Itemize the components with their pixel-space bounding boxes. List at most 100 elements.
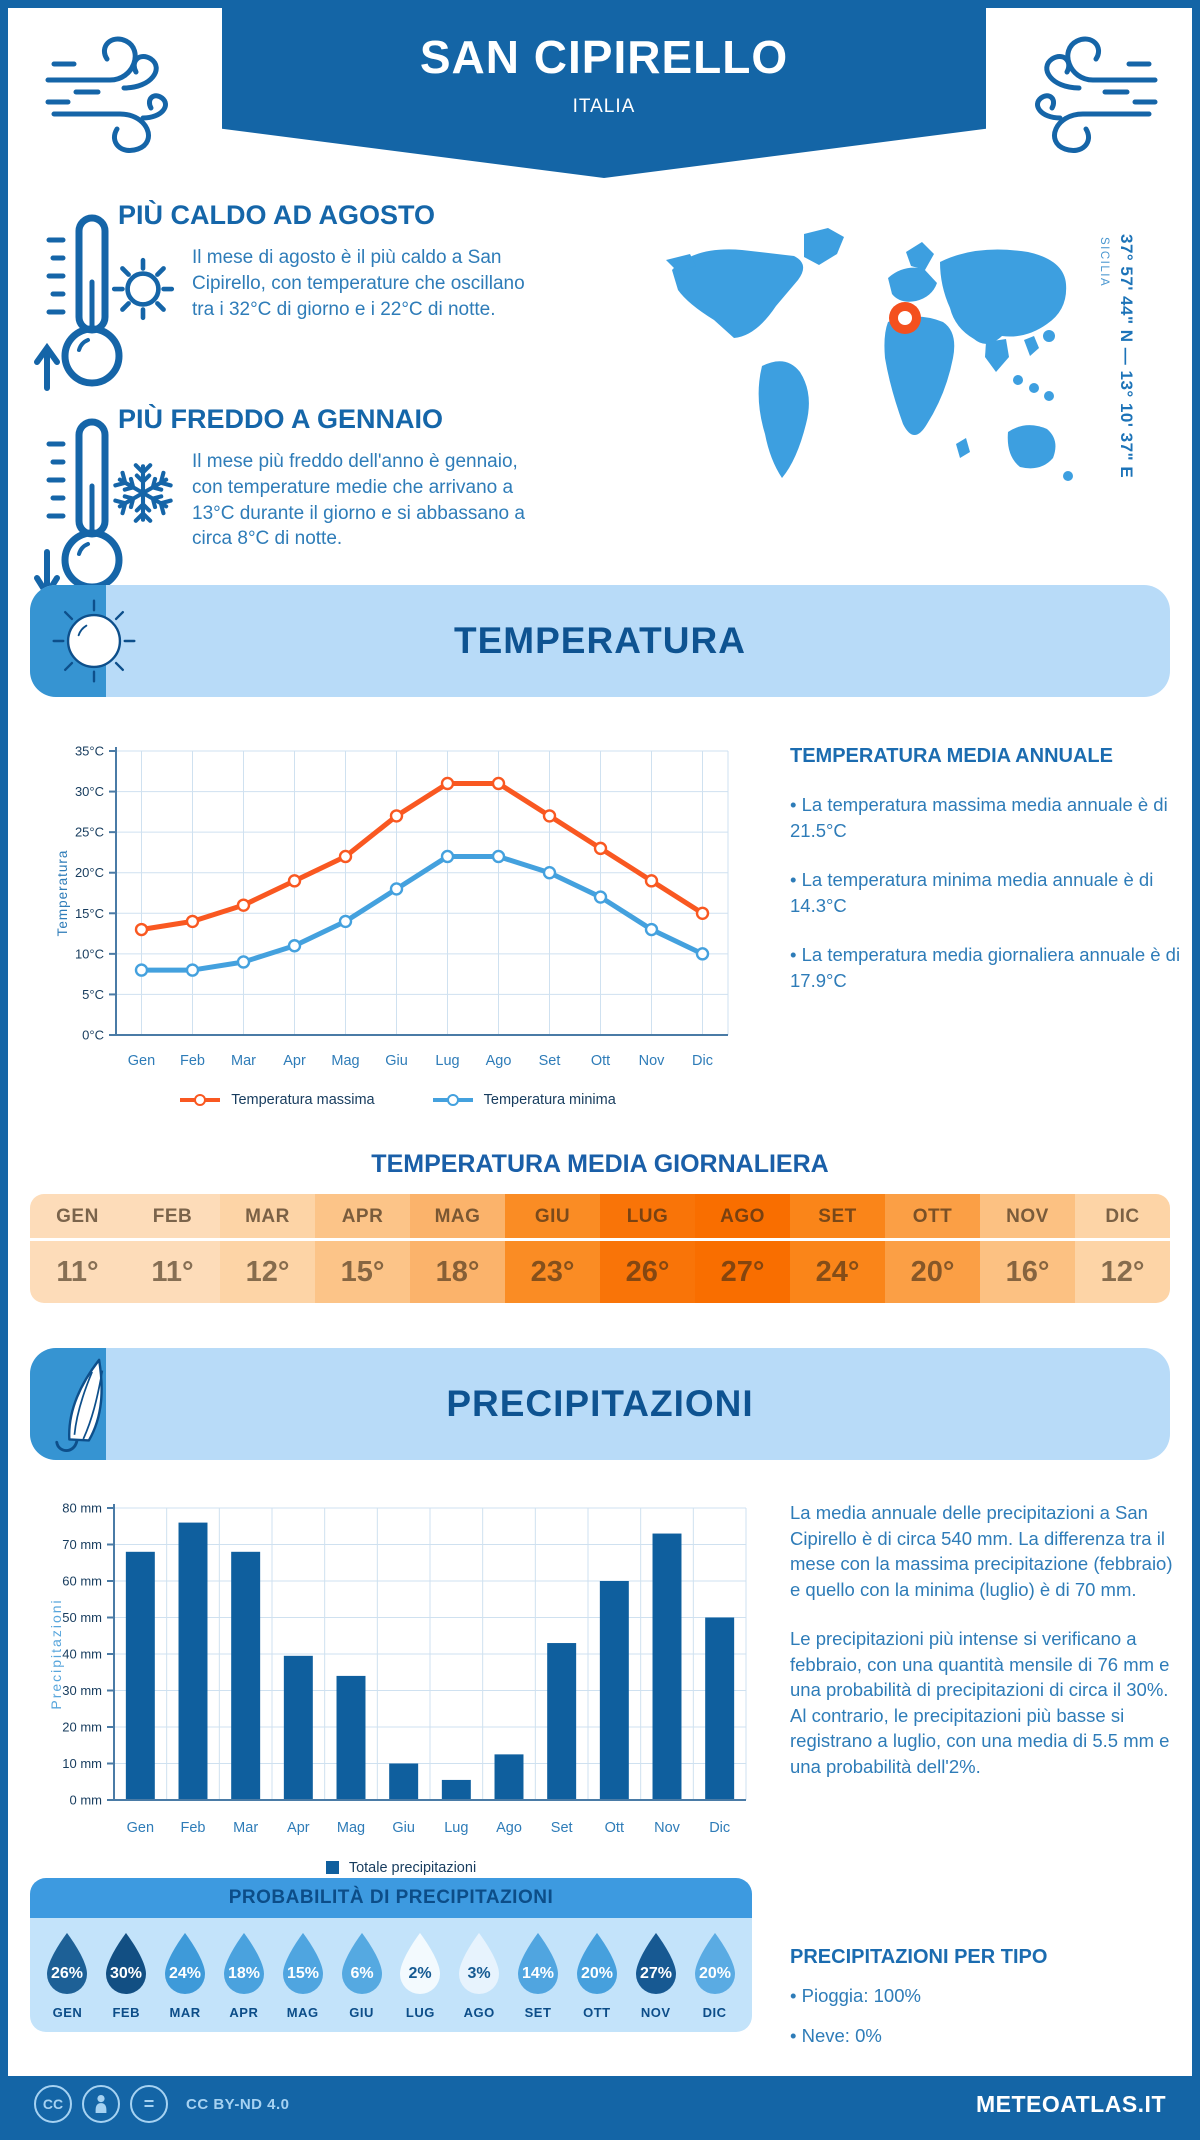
svg-text:Mar: Mar [233,1820,258,1836]
temperature-legend: Temperatura massima Temperatura minima [52,1092,742,1108]
daily-value: 23° [530,1256,575,1288]
svg-text:Giu: Giu [385,1053,408,1069]
drop-month: OTT [583,2005,611,2020]
daily-value: 15° [340,1256,385,1288]
brand-label: METEOATLAS.IT [975,2090,1166,2117]
precip-type-title: PRECIPITAZIONI PER TIPO [790,1946,1048,1968]
annual-bullet: • La temperatura media giornaliera annua… [790,944,1181,991]
svg-text:6%: 6% [350,1965,373,1982]
svg-text:Ago: Ago [486,1053,512,1069]
sun-icon [111,257,175,321]
drop-month: LUG [405,2005,435,2020]
highlight-title: PIÙ FREDDO A GENNAIO [118,404,444,434]
svg-text:5°C: 5°C [82,987,104,1002]
svg-text:15%: 15% [287,1965,319,1982]
svg-text:40 mm: 40 mm [62,1647,102,1662]
nd-icon: = [130,2085,168,2123]
cc-icon: CC [34,2085,72,2123]
world-map [656,208,1086,531]
precipitation-paragraphs: La media annuale delle precipitazioni a … [790,1500,1182,1779]
raindrop-icon: 15% [282,1933,323,1994]
daily-cell-nov: NOV 16° [980,1194,1075,1303]
section-title: TEMPERATURA [454,620,746,661]
drop-month: NOV [640,2005,671,2020]
svg-text:Ago: Ago [496,1820,522,1836]
umbrella-banner-icon [55,1358,104,1452]
daily-cell-lug: LUG 26° [600,1194,695,1303]
coordinates-label: 37° 57' 44" N — 13° 10' 37" E [1117,234,1136,479]
svg-text:24%: 24% [169,1965,201,1982]
daily-value: 16° [1005,1256,1050,1288]
precipitation-text-column: La media annuale delle precipitazioni a … [790,1500,1182,1779]
svg-text:Set: Set [539,1053,561,1069]
daily-cell-mar: MAR 12° [220,1194,315,1303]
probability-box: PROBABILITÀ DI PRECIPITAZIONI 26% GEN 30… [30,1878,752,2032]
daily-value: 12° [1100,1256,1145,1288]
probability-drop-gen: 26% GEN [38,1932,97,2020]
precipitation-legend: Totale precipitazioni [46,1860,756,1876]
precip-paragraph: Le precipitazioni più intense si verific… [790,1628,1170,1777]
probability-drops: 26% GEN 30% FEB 24% MAR 18% APR 15% MAG … [30,1918,752,2032]
drop-month: GEN [52,2005,83,2020]
raindrop-icon: 2% [400,1933,441,1994]
svg-text:26%: 26% [51,1965,83,1982]
svg-text:Nov: Nov [654,1820,681,1836]
daily-month: GIU [505,1194,600,1241]
svg-text:15°C: 15°C [75,906,104,921]
annual-temperature-column: TEMPERATURA MEDIA ANNUALE • La temperatu… [790,745,1182,993]
svg-text:30°C: 30°C [75,784,104,799]
svg-text:27%: 27% [640,1965,672,1982]
drop-month: DIC [702,2005,727,2020]
daily-month: DIC [1075,1194,1170,1241]
probability-drop-nov: 27% NOV [626,1932,685,2020]
daily-value: 24° [815,1256,860,1288]
svg-text:Feb: Feb [181,1820,206,1836]
precipitation-section-banner: PRECIPITAZIONI [30,1348,1170,1460]
annual-bullet: • La temperatura minima media annuale è … [790,869,1154,916]
svg-text:20%: 20% [581,1965,613,1982]
daily-month: FEB [125,1194,220,1241]
wind-icon [45,36,168,153]
svg-text:60 mm: 60 mm [62,1574,102,1589]
svg-text:70 mm: 70 mm [62,1537,102,1552]
svg-text:Nov: Nov [639,1053,666,1069]
svg-text:30%: 30% [110,1965,142,1982]
daily-month: MAG [410,1194,505,1241]
daily-cell-mag: MAG 18° [410,1194,505,1303]
temperature-section-banner: TEMPERATURA [30,585,1170,697]
svg-text:0°C: 0°C [82,1028,104,1043]
probability-drop-set: 14% SET [509,1932,568,2020]
svg-text:0 mm: 0 mm [70,1793,103,1808]
svg-text:Mag: Mag [331,1053,359,1069]
daily-month: AGO [695,1194,790,1241]
daily-value: 26° [625,1256,670,1288]
wind-icon [1035,36,1158,153]
svg-text:10 mm: 10 mm [62,1756,102,1771]
highlight-text: Il mese di agosto è il più caldo a San C… [192,247,525,320]
probability-drop-dic: 20% DIC [685,1932,744,2020]
raindrop-icon: 18% [223,1933,264,1994]
svg-text:Mar: Mar [231,1053,256,1069]
drop-month: MAR [169,2005,201,2020]
annual-title: TEMPERATURA MEDIA ANNUALE [790,745,1113,767]
svg-text:14%: 14% [522,1965,554,1982]
probability-drop-ott: 20% OTT [567,1932,626,2020]
temperature-chart: 0°C 5°C 10°C 15°C 20°C 25°C 30°C 35°C Gen Feb Mar A… [52,735,742,1090]
legend-item: Temperatura minima [431,1092,616,1108]
precipitation-type-column: PRECIPITAZIONI PER TIPO • Pioggia: 100% •… [790,1946,1182,2048]
svg-text:25°C: 25°C [75,825,104,840]
probability-drop-mar: 24% MAR [156,1932,215,2020]
svg-text:Lug: Lug [444,1820,468,1836]
legend-item: Temperatura massima [178,1092,375,1108]
highlight-text: Il mese più freddo dell'anno è gennaio, … [192,451,525,550]
raindrop-icon: 6% [341,1933,382,1994]
svg-text:Dic: Dic [692,1053,713,1069]
svg-text:35°C: 35°C [75,744,104,759]
region-label: SICILIA [1098,237,1110,288]
svg-text:Mag: Mag [337,1820,365,1836]
svg-text:20°C: 20°C [75,865,104,880]
drop-month: FEB [112,2005,140,2020]
thermometer-up-icon [34,214,123,391]
sun-banner-icon [52,599,136,683]
drop-month: GIU [349,2005,374,2020]
